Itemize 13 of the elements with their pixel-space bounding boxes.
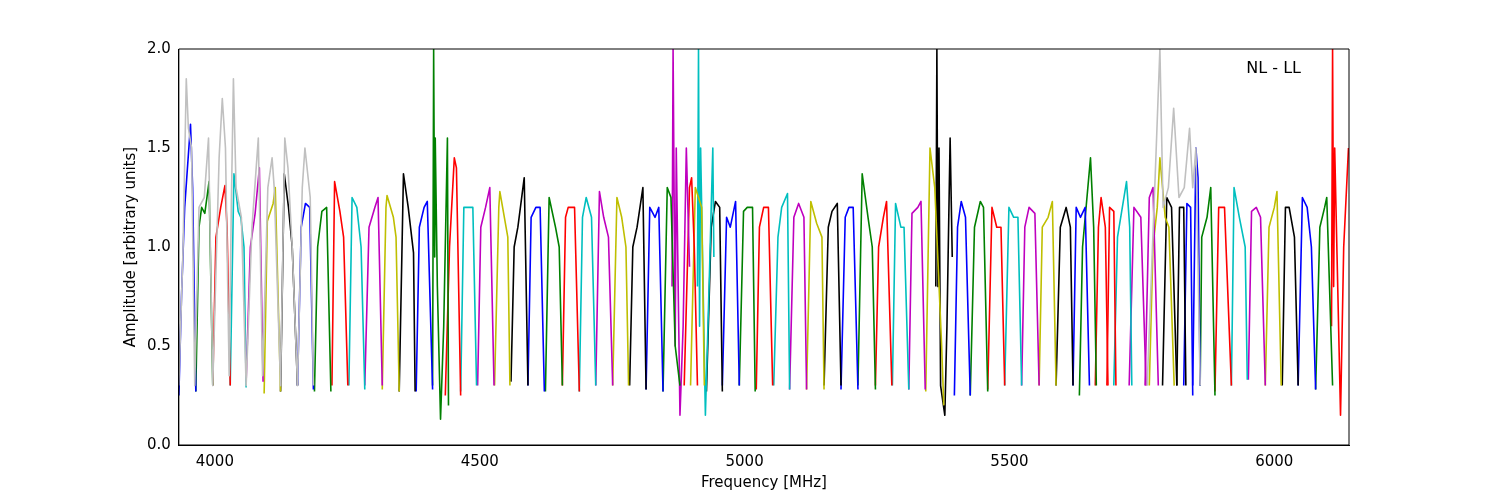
y-tick-label: 0.5 [147, 335, 171, 354]
x-axis-title: Frequency [MHz] [700, 472, 827, 491]
y-tick-label: 0.0 [147, 434, 171, 453]
x-tick-label: 4000 [195, 451, 234, 470]
x-tick-label: 4500 [460, 451, 499, 470]
y-axis-title: Amplitude [arbitrary units] [120, 146, 139, 348]
y-tick-label: 1.0 [147, 236, 171, 255]
x-tick-label: 6000 [1255, 451, 1294, 470]
x-tick-label: 5500 [990, 451, 1029, 470]
annotation: NL - LL [1246, 58, 1302, 78]
x-tick-label: 5000 [725, 451, 764, 470]
y-tick-label: 1.5 [147, 137, 171, 156]
y-tick-label: 2.0 [147, 38, 171, 57]
